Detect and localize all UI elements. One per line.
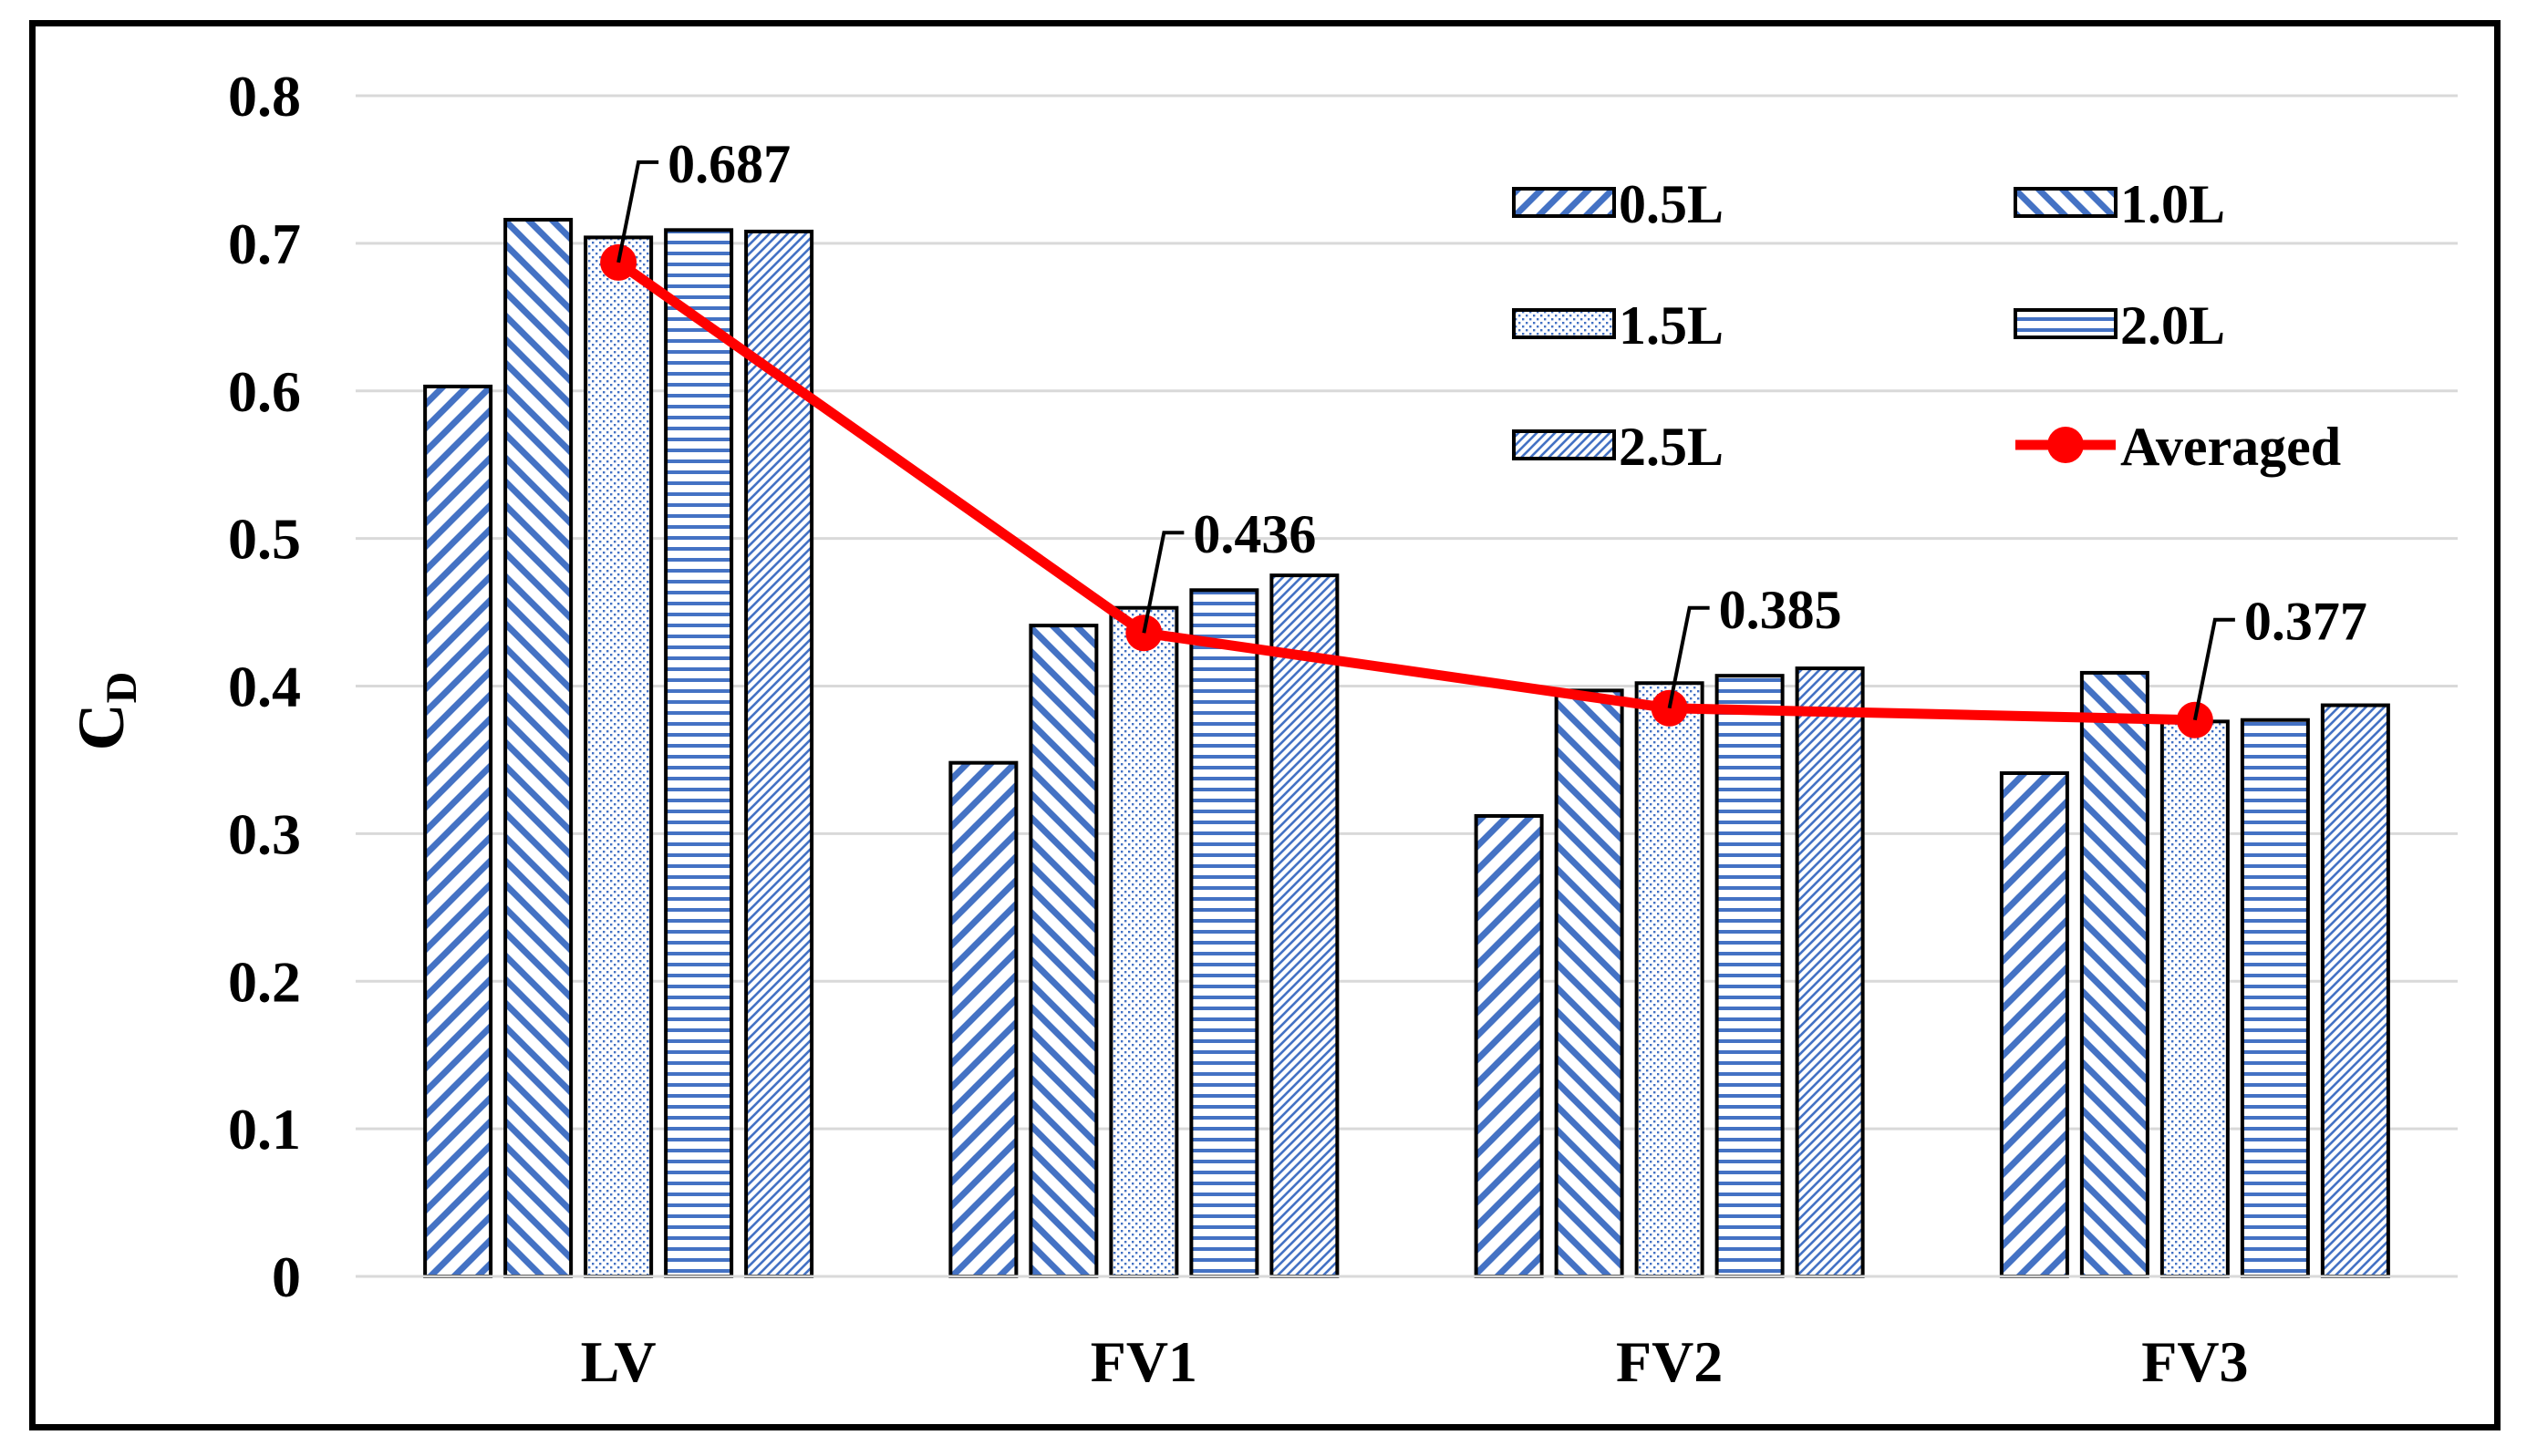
legend-label-2.5L: 2.5L — [1619, 417, 1724, 477]
y-tick-label: 0.7 — [228, 212, 301, 276]
x-tick-labels: LV FV1 FV2 FV3 — [581, 1329, 2249, 1394]
y-tick-label: 0.5 — [228, 507, 301, 572]
bar-2.5L-FV2 — [1795, 666, 1865, 1278]
y-tick-label: 0.3 — [228, 801, 301, 866]
legend-swatch-1.5L — [1512, 308, 1616, 339]
averaged-line: 0.687 0.436 0.385 0.377 — [600, 134, 2367, 738]
y-tick-labels: 0 0.1 0.2 0.3 0.4 0.5 0.6 0.7 0.8 — [228, 64, 301, 1309]
y-axis-label: CD — [65, 672, 146, 751]
legend-label-2.0L: 2.0L — [2120, 295, 2225, 356]
bar-0.5L-FV1 — [948, 760, 1019, 1278]
x-tick-label-FV3: FV3 — [2141, 1329, 2248, 1394]
averaged-data-label-FV3: 0.377 — [2244, 592, 2367, 652]
averaged-data-label-LV: 0.687 — [668, 134, 791, 194]
bar-1.0L-FV3 — [2079, 670, 2149, 1278]
legend-label-0.5L: 0.5L — [1619, 174, 1724, 234]
bar-2.0L-FV1 — [1189, 588, 1259, 1278]
legend: 0.5L 1.0L 1.5L 2.0L 2.5L Averaged — [1512, 174, 2341, 477]
bar-2.0L-FV2 — [1714, 674, 1785, 1278]
y-tick-label: 0.8 — [228, 64, 301, 129]
x-tick-label-LV: LV — [581, 1329, 657, 1394]
bar-2.0L-FV3 — [2240, 718, 2310, 1278]
bar-2.0L-LV — [664, 228, 734, 1278]
legend-label-Averaged: Averaged — [2120, 417, 2341, 477]
averaged-data-label-FV1: 0.436 — [1193, 504, 1316, 564]
bar-2.5L-FV1 — [1269, 573, 1340, 1278]
y-axis-label-subscript: D — [98, 672, 146, 704]
data-label-leader — [616, 160, 659, 263]
legend-label-1.0L: 1.0L — [2120, 174, 2225, 234]
bar-1.5L-FV2 — [1634, 681, 1704, 1278]
bar-0.5L-FV2 — [1474, 813, 1544, 1278]
x-tick-label-FV1: FV1 — [1091, 1329, 1197, 1394]
data-label-leader — [1667, 605, 1710, 709]
legend-marker-averaged — [2047, 427, 2084, 463]
averaged-series-line — [615, 258, 2195, 726]
bar-1.0L-FV2 — [1554, 688, 1624, 1278]
legend-swatch-2.5L — [1512, 429, 1616, 460]
bar-1.5L-FV3 — [2159, 719, 2230, 1278]
y-tick-label: 0.6 — [228, 359, 301, 424]
bar-0.5L-LV — [423, 384, 493, 1278]
y-axis-label-main: C — [65, 703, 138, 750]
legend-swatch-1.0L — [2014, 187, 2118, 218]
data-label-leader — [1142, 531, 1185, 634]
bars — [423, 217, 2390, 1279]
x-tick-label-FV2: FV2 — [1616, 1329, 1723, 1394]
y-tick-label: 0.1 — [228, 1097, 301, 1162]
bar-0.5L-FV3 — [1999, 771, 2069, 1278]
bar-1.0L-FV1 — [1029, 624, 1099, 1278]
legend-swatch-0.5L — [1512, 187, 1616, 218]
data-label-leader — [2192, 617, 2235, 721]
legend-swatch-2.0L — [2014, 308, 2118, 339]
y-tick-label: 0 — [272, 1244, 301, 1309]
bar-1.5L-FV1 — [1109, 605, 1179, 1278]
bar-1.5L-LV — [584, 235, 654, 1278]
bar-1.0L-LV — [503, 217, 574, 1279]
legend-label-1.5L: 1.5L — [1619, 295, 1724, 356]
y-tick-label: 0.4 — [228, 655, 301, 719]
y-tick-label: 0.2 — [228, 949, 301, 1014]
averaged-data-label-FV2: 0.385 — [1719, 580, 1842, 640]
bar-2.5L-FV3 — [2320, 703, 2390, 1278]
